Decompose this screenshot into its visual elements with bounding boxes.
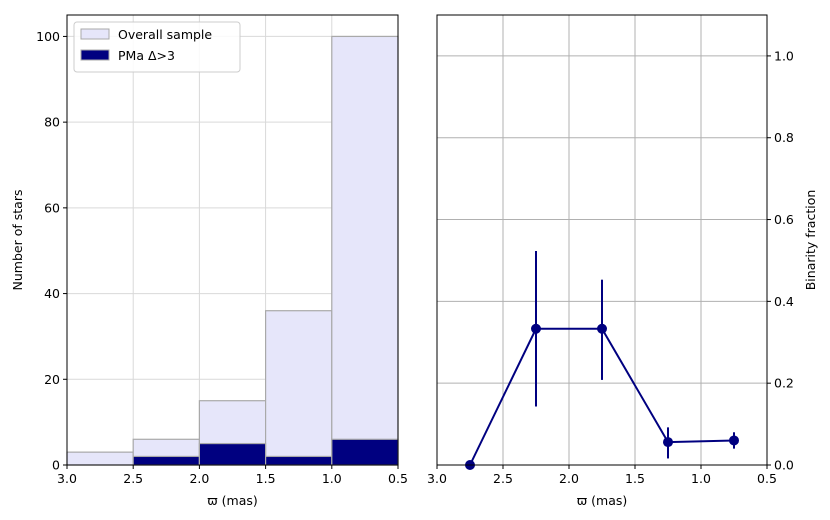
- right-grid: [436, 15, 768, 466]
- data-point: [597, 323, 607, 334]
- left-y-ticks: 0 20 40 60 80 100: [36, 29, 67, 473]
- left-x-tick-label: 1.0: [322, 471, 342, 486]
- right-x-tick-label: 0.5: [757, 471, 777, 486]
- left-x-ticks: 3.0 2.5 2.0 1.5 1.0 0.5: [57, 465, 408, 486]
- right-y-tick-label: 0.8: [774, 130, 794, 145]
- left-y-tick-label: 100: [36, 29, 60, 44]
- bar-overall-sample: [331, 35, 399, 466]
- right-axes-frame: [436, 14, 768, 466]
- right-x-axis-label: ϖ (mas): [577, 493, 628, 508]
- left-bars: [66, 35, 399, 466]
- right-y-tick-label: 0.2: [774, 376, 794, 391]
- bar-overall-sample: [265, 310, 333, 466]
- legend-label-pma: PMa Δ>3: [118, 48, 175, 63]
- bar-pma: [198, 442, 267, 466]
- left-y-tick-label: 80: [44, 115, 60, 130]
- legend-label-overall-sample: Overall sample: [118, 27, 212, 42]
- right-x-tick-label: 1.0: [691, 471, 711, 486]
- left-y-axis-label: Number of stars: [10, 190, 25, 291]
- right-y-tick-label: 0.0: [774, 458, 794, 473]
- left-x-tick-label: 2.5: [123, 471, 143, 486]
- bar-pma: [265, 455, 333, 466]
- right-y-tick-label: 0.4: [774, 294, 794, 309]
- left-y-tick-label: 60: [44, 200, 60, 215]
- right-x-tick-label: 2.5: [493, 471, 513, 486]
- bar-overall-sample: [66, 451, 134, 466]
- right-binarity-panel: 3.0 2.5 2.0 1.5 1.0 0.5 0.0 0.2 0.4 0.6 0.8 1.0 ϖ …: [427, 14, 818, 508]
- left-y-tick-label: 20: [44, 372, 60, 387]
- right-y-axis-label: Binarity fraction: [803, 190, 818, 291]
- right-x-tick-label: 1.5: [625, 471, 645, 486]
- data-point: [663, 437, 673, 448]
- data-point: [531, 323, 541, 334]
- left-x-tick-label: 2.0: [189, 471, 209, 486]
- data-point: [729, 435, 739, 446]
- left-x-tick-label: 3.0: [57, 471, 77, 486]
- right-points: [465, 323, 739, 470]
- right-x-tick-label: 2.0: [559, 471, 579, 486]
- left-x-axis-label: ϖ (mas): [207, 493, 258, 508]
- right-y-tick-label: 1.0: [774, 48, 794, 63]
- bar-pma: [331, 438, 399, 466]
- left-x-tick-label: 0.5: [388, 471, 408, 486]
- right-y-ticks: 0.0 0.2 0.4 0.6 0.8 1.0: [767, 48, 794, 473]
- left-x-tick-label: 1.5: [256, 471, 276, 486]
- bar-pma: [132, 455, 200, 466]
- right-x-ticks: 3.0 2.5 2.0 1.5 1.0 0.5: [427, 465, 777, 486]
- right-x-tick-label: 3.0: [427, 471, 447, 486]
- left-y-tick-label: 40: [44, 286, 60, 301]
- legend-swatch-overall-sample: [80, 28, 110, 40]
- legend-swatch-pma: [80, 49, 110, 61]
- legend: Overall sample PMa Δ>3: [73, 21, 241, 73]
- left-axes-frame: [66, 14, 399, 466]
- left-y-tick-label: 0: [52, 458, 60, 473]
- legend-box: [73, 21, 241, 73]
- right-y-tick-label: 0.6: [774, 212, 794, 227]
